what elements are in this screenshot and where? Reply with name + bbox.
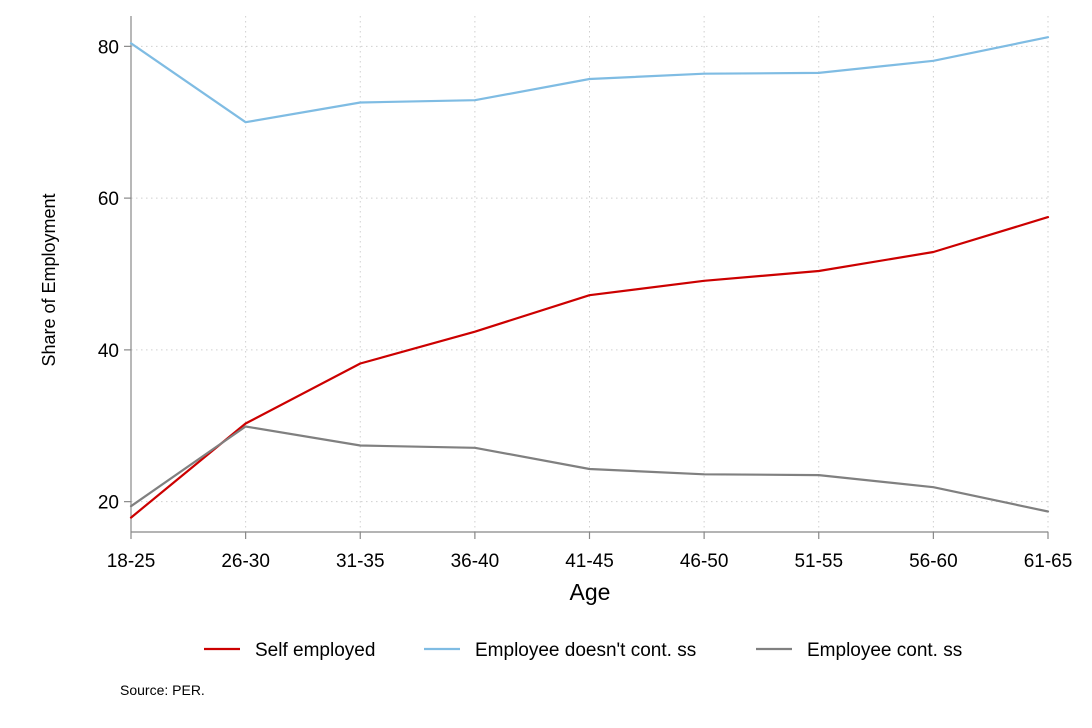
x-tick-label-18-25: 18-25 — [107, 551, 156, 572]
series-lines — [129, 36, 1050, 519]
y-tick-label-40: 40 — [98, 341, 119, 362]
y-tick-label-80: 80 — [98, 37, 119, 58]
x-tick-label-61-65: 61-65 — [1024, 551, 1073, 572]
y-tick-label-60: 60 — [98, 189, 119, 210]
x-tick-label-31-35: 31-35 — [336, 551, 385, 572]
series-line-1 — [129, 216, 1050, 519]
source-note: Source: PER. — [120, 682, 205, 698]
series-line-2 — [129, 36, 1050, 124]
legend: Self employed Employee doesn't cont. ss Em… — [204, 640, 962, 661]
x-tick-label-26-30: 26-30 — [221, 551, 270, 572]
x-tick-label-51-55: 51-55 — [794, 551, 843, 572]
y-axis-title: Share of Employment — [39, 193, 59, 366]
tick-labels: 20 40 60 80 18-25 26-30 31-35 36-40 41-45 46-50 51… — [98, 37, 1072, 572]
legend-label-1: Self employed — [255, 640, 375, 661]
series-line-3 — [129, 425, 1050, 513]
legend-label-2: Employee doesn't cont. ss — [475, 640, 696, 661]
x-tick-label-56-60: 56-60 — [909, 551, 958, 572]
axes — [124, 16, 1049, 539]
x-tick-label-36-40: 36-40 — [451, 551, 500, 572]
x-tick-label-46-50: 46-50 — [680, 551, 729, 572]
legend-label-3: Employee cont. ss — [807, 640, 962, 661]
grid-lines — [130, 16, 1049, 532]
x-axis-title: Age — [570, 579, 611, 605]
x-tick-label-41-45: 41-45 — [565, 551, 614, 572]
y-tick-label-20: 20 — [98, 493, 119, 514]
